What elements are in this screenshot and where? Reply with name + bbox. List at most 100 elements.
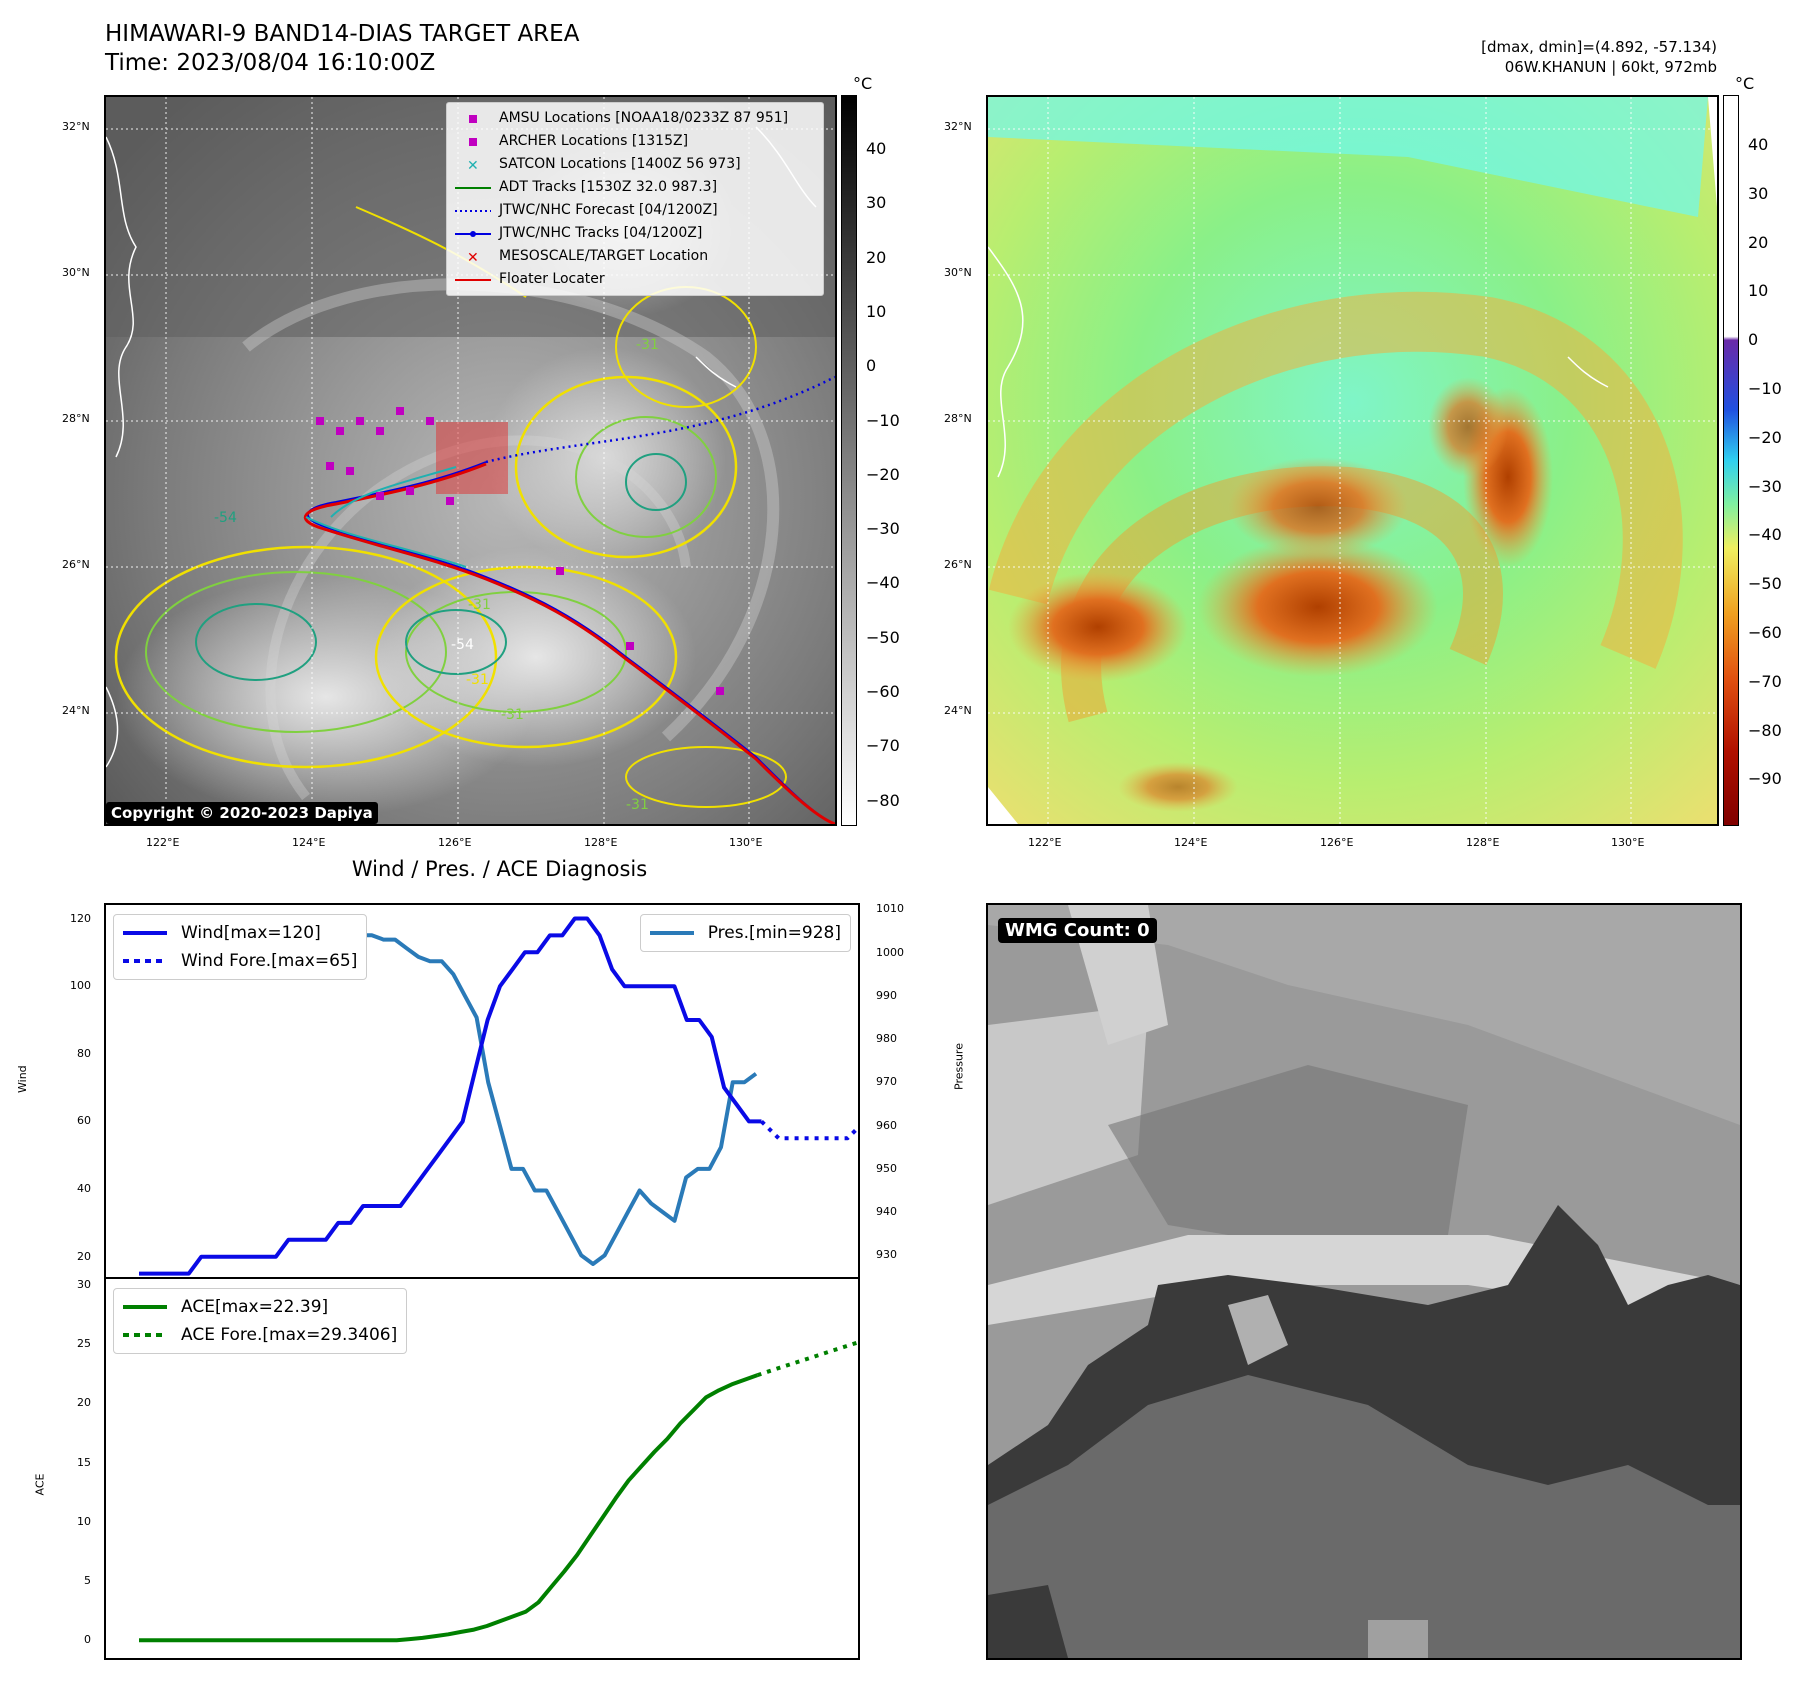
legend-entry: ✕ SATCON Locations [1400Z 56 973] — [455, 153, 815, 176]
latitude-tick-label: 30°N — [62, 266, 90, 279]
legend-label: ADT Tracks [1530Z 32.0 987.3] — [499, 179, 718, 195]
amsu-markers — [316, 407, 724, 695]
chart-title: HIMAWARI-9 BAND14-DIAS TARGET AREA — [105, 21, 580, 47]
axis-tick-label: 950 — [876, 1161, 897, 1175]
floater-track — [303, 462, 835, 824]
longitude-tick-label: 128°E — [1466, 836, 1500, 849]
chart-time: Time: 2023/08/04 16:10:00Z — [105, 50, 436, 76]
legend-symbol — [455, 135, 491, 149]
longitude-tick-label: 128°E — [584, 836, 618, 849]
colorbar-tick-label: −40 — [866, 573, 900, 593]
legend-symbol — [455, 273, 491, 287]
latitude-tick-label: 32°N — [944, 120, 972, 133]
latitude-tick-label: 32°N — [62, 120, 90, 133]
diagnosis-title: Wind / Pres. / ACE Diagnosis — [351, 857, 648, 881]
longitude-tick-label: 124°E — [292, 836, 326, 849]
legend-label: SATCON Locations [1400Z 56 973] — [499, 156, 741, 172]
contour-label: -31 — [468, 597, 491, 613]
axis-tick-label: 1010 — [876, 902, 904, 916]
longitude-tick-label: 124°E — [1174, 836, 1208, 849]
latitude-tick-label: 28°N — [62, 412, 90, 425]
enhanced-colorbar — [1723, 95, 1739, 826]
wind-axis-label: Wind — [16, 1065, 29, 1093]
contour-label: -54 — [214, 510, 237, 526]
axis-tick-label: 120 — [70, 911, 91, 925]
contour-label: -31 — [466, 672, 489, 688]
latitude-tick-label: 24°N — [62, 704, 90, 717]
colorbar-tick-label: −60 — [1748, 623, 1782, 642]
axis-tick-label: 100 — [70, 979, 91, 993]
axis-tick-label: 0 — [84, 1633, 91, 1647]
axis-tick-label: 940 — [876, 1205, 897, 1219]
colorbar-tick-label: −90 — [1748, 769, 1782, 789]
axis-tick-label: 80 — [77, 1046, 91, 1060]
colorbar-tick-label: 0 — [1748, 330, 1759, 350]
ir-satellite-panel: -54 -31 -54 -31 -31 -31 -31 AMSU Locatio… — [104, 95, 837, 826]
axis-tick-label: 5 — [84, 1574, 91, 1588]
legend-label: ARCHER Locations [1315Z] — [499, 133, 689, 149]
data-range-info: [dmax, dmin]=(4.892, -57.134) — [1481, 38, 1717, 56]
latitude-tick-label: 24°N — [944, 704, 972, 717]
axis-tick-label: 960 — [876, 1118, 897, 1132]
legend-label: MESOSCALE/TARGET Location — [499, 248, 709, 264]
ace-forecast-line — [756, 1340, 858, 1377]
ace-forecast-legend-entry: ACE Fore.[max=29.3406] — [123, 1321, 397, 1349]
legend-label: JTWC/NHC Tracks [04/1200Z] — [499, 225, 703, 241]
wmg-image — [988, 905, 1740, 1658]
legend-entry: ADT Tracks [1530Z 32.0 987.3] — [455, 176, 815, 199]
axis-tick-label: 25 — [77, 1337, 91, 1351]
colorbar-tick-label: −10 — [1748, 379, 1782, 398]
enhanced-colorbar-unit: °C — [1735, 74, 1755, 93]
storm-info: 06W.KHANUN | 60kt, 972mb — [1504, 58, 1717, 76]
longitude-tick-label: 130°E — [729, 836, 763, 849]
axis-tick-label: 980 — [876, 1032, 897, 1046]
legend-symbol: ✕ — [467, 249, 479, 266]
colorbar-tick-label: −20 — [866, 464, 900, 484]
contour-label: -31 — [636, 337, 659, 353]
colorbar-tick-label: −10 — [866, 410, 900, 430]
target-area-box — [436, 422, 508, 494]
legend-symbol — [455, 181, 491, 195]
legend-label: AMSU Locations [NOAA18/0233Z 87 951] — [499, 110, 789, 126]
latitude-tick-label: 26°N — [944, 558, 972, 571]
colorbar-tick-label: 10 — [1748, 281, 1769, 301]
colorbar-tick-label: 20 — [1748, 232, 1769, 252]
ir-colorbar-unit: °C — [853, 74, 873, 93]
colorbar-tick-label: −20 — [1748, 427, 1782, 447]
colorbar-tick-label: −30 — [866, 519, 900, 539]
colorbar-tick-label: 20 — [866, 247, 887, 267]
longitude-tick-label: 122°E — [1028, 836, 1062, 849]
colorbar-tick-label: −60 — [866, 682, 900, 701]
legend-label: Floater Locater — [499, 271, 605, 287]
ir-colorbar — [841, 95, 857, 826]
axis-tick-label: 970 — [876, 1075, 897, 1089]
legend-entry: JTWC/NHC Tracks [04/1200Z] — [455, 222, 815, 245]
wind-pressure-panel: Wind[max=120] Wind Fore.[max=65] Pres.[m… — [104, 903, 860, 1279]
copyright-badge: Copyright © 2020-2023 Dapiya — [106, 802, 378, 824]
wmg-panel: WMG Count: 0 — [986, 903, 1742, 1660]
wind-legend: Wind[max=120] Wind Fore.[max=65] — [113, 914, 368, 980]
axis-tick-label: 40 — [77, 1182, 91, 1196]
axis-tick-label: 10 — [77, 1514, 91, 1528]
wmg-count-badge: WMG Count: 0 — [998, 918, 1157, 943]
axis-tick-label: 20 — [77, 1249, 91, 1263]
enhanced-satellite-image — [988, 97, 1717, 824]
longitude-tick-label: 126°E — [438, 836, 472, 849]
legend-entry: Floater Locater — [455, 268, 815, 291]
latitude-tick-label: 28°N — [944, 412, 972, 425]
legend-symbol — [455, 227, 491, 241]
contour-label: -31 — [501, 707, 524, 723]
axis-tick-label: 1000 — [876, 945, 904, 959]
colorbar-tick-label: −40 — [1748, 525, 1782, 545]
pressure-axis-label: Pressure — [952, 1043, 966, 1090]
colorbar-tick-label: −80 — [866, 790, 900, 810]
colorbar-tick-label: 0 — [866, 356, 877, 376]
colorbar-tick-label: −80 — [1748, 720, 1782, 740]
axis-tick-label: 990 — [876, 988, 897, 1002]
legend-entry: AMSU Locations [NOAA18/0233Z 87 951] — [455, 107, 815, 130]
wind-forecast-legend-entry: Wind Fore.[max=65] — [123, 947, 357, 975]
colorbar-tick-label: −70 — [1748, 671, 1782, 691]
axis-tick-label: 20 — [77, 1396, 91, 1410]
legend-entry: ARCHER Locations [1315Z] — [455, 130, 815, 153]
forecast-track — [485, 375, 835, 464]
